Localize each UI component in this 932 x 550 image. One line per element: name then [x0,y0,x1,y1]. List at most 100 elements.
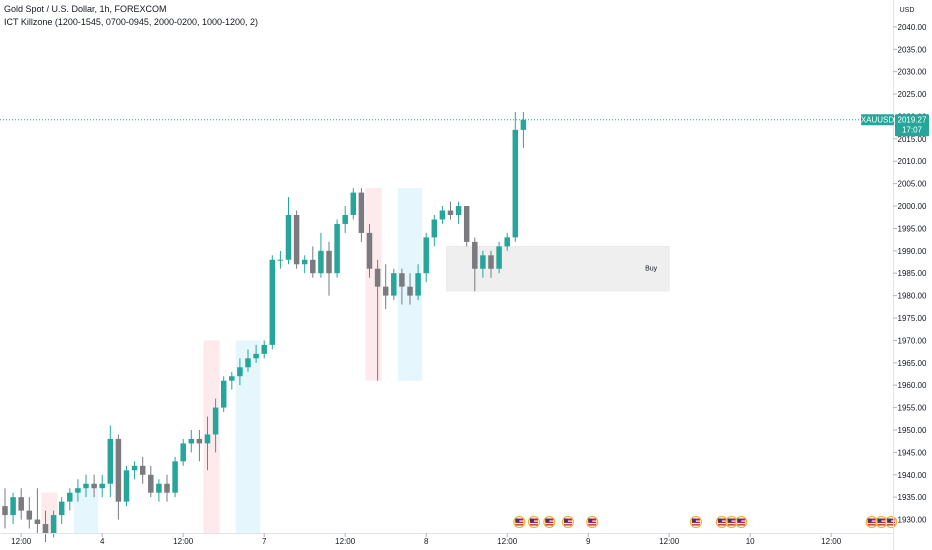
flag-stripe-white [529,523,538,525]
candle-body [472,241,478,269]
candle-body [10,497,16,516]
price-tick-label: 2030.00 [898,68,927,77]
candle-body [180,443,186,462]
time-tick-label: 12:00 [821,537,842,546]
candle-body [358,192,365,233]
price-tick-label: 2015.00 [898,135,927,144]
flag-canton [563,518,568,522]
candle-body [431,219,438,238]
time-tick-label: 12:00 [173,537,194,546]
time-tick-label: 7 [262,537,267,546]
chart-legend: Gold Spot / U.S. Dollar, 1h, FOREXCOM IC… [4,3,258,29]
price-tag [895,114,929,137]
us-flag-icon [561,515,575,529]
flag-stripe-white [727,523,736,525]
flag-stripe-white [717,523,726,525]
candle-body [382,286,389,296]
killzone-layer [41,188,423,533]
time-axis[interactable]: 12:00 4 12:00 7 12:00 8 12:00 9 12:00 10 12:00 [11,533,842,546]
price-tick-label: 1970.00 [898,336,927,345]
price-tick-label: 2000.00 [898,202,927,211]
candle-body [399,273,405,287]
candle-body [245,358,251,368]
candle-body [115,438,122,502]
candle-body [75,488,81,493]
price-tick-label: 2025.00 [898,90,927,99]
flag-stripe-white [691,523,700,525]
flag-canton [545,518,550,522]
price-tick-label: 1935.00 [898,493,927,502]
candle-body [334,223,340,274]
candle-body [366,232,373,269]
candle-body [342,214,348,224]
candle-body [91,483,97,489]
candle-body [220,380,227,408]
us-flag-icon [689,515,703,529]
time-tick-label: 9 [586,537,591,546]
candle-body [42,524,49,533]
candle-body [164,483,170,493]
candle-body [374,268,381,287]
price-axis[interactable]: 1930.00 1935.00 1940.00 1945.00 1950.00 1955.… [893,23,927,525]
time-tick-label: 12:00 [335,537,356,546]
candle-body [188,438,195,444]
killzone-box [203,340,220,533]
candle-body [58,501,65,516]
candle-body [407,286,413,296]
candle-body [504,237,510,247]
flag-stripe-white [887,523,896,525]
candle-body [318,250,324,274]
candle-body [2,506,8,516]
candle-body [415,273,421,296]
flag-canton [515,518,520,522]
candle-body [131,465,138,471]
price-tick-label: 2035.00 [898,45,927,54]
candle-body [99,483,105,489]
us-flag-icon [865,515,878,529]
candle-layer [2,111,527,542]
candle-body [196,438,203,444]
time-tick-label: 12:00 [497,537,518,546]
candle-body [326,250,332,274]
flag-canton [867,518,872,522]
candle-body [520,119,527,130]
price-tick-label: 1965.00 [898,359,927,368]
candle-body [350,192,357,215]
flag-canton [737,518,742,522]
candle-body [512,129,519,238]
flag-stripe-white [867,523,876,525]
time-tick-label: 10 [746,537,755,546]
candle-body [204,434,211,444]
flag-canton [887,518,892,522]
flag-canton [588,518,593,522]
flag-canton [691,518,696,522]
time-tick-label: 12:00 [659,537,680,546]
last-price-tag: XAUUSD 2019.27 17:07 [861,114,929,137]
buy-zone-layer [446,246,670,292]
chart-title[interactable]: Gold Spot / U.S. Dollar, 1h, FOREXCOM [4,4,167,14]
candle-body [391,273,397,296]
indicator-label[interactable]: ICT Killzone (1200-1545, 0700-0945, 2000… [4,17,259,27]
candle-body [261,344,267,354]
candle-body [26,510,33,520]
us-flag-icon [885,515,898,529]
candle-body [67,492,73,502]
flag-canton [877,518,882,522]
flag-canton [727,518,732,522]
buy-zone-label: Buy [645,266,658,273]
time-tick-label: 4 [100,537,105,546]
candle-body [496,246,502,269]
candle-body [277,259,284,261]
candle-body [83,483,89,489]
candle-body [310,259,316,274]
candle-body [253,353,259,359]
flag-canton [529,518,534,522]
candle-body [139,465,146,475]
candle-body [301,259,308,265]
flag-stripe-white [563,523,572,525]
candle-body [50,515,57,533]
flag-stripe-white [588,523,597,525]
candle-body [212,407,219,435]
candle-body [447,210,454,215]
